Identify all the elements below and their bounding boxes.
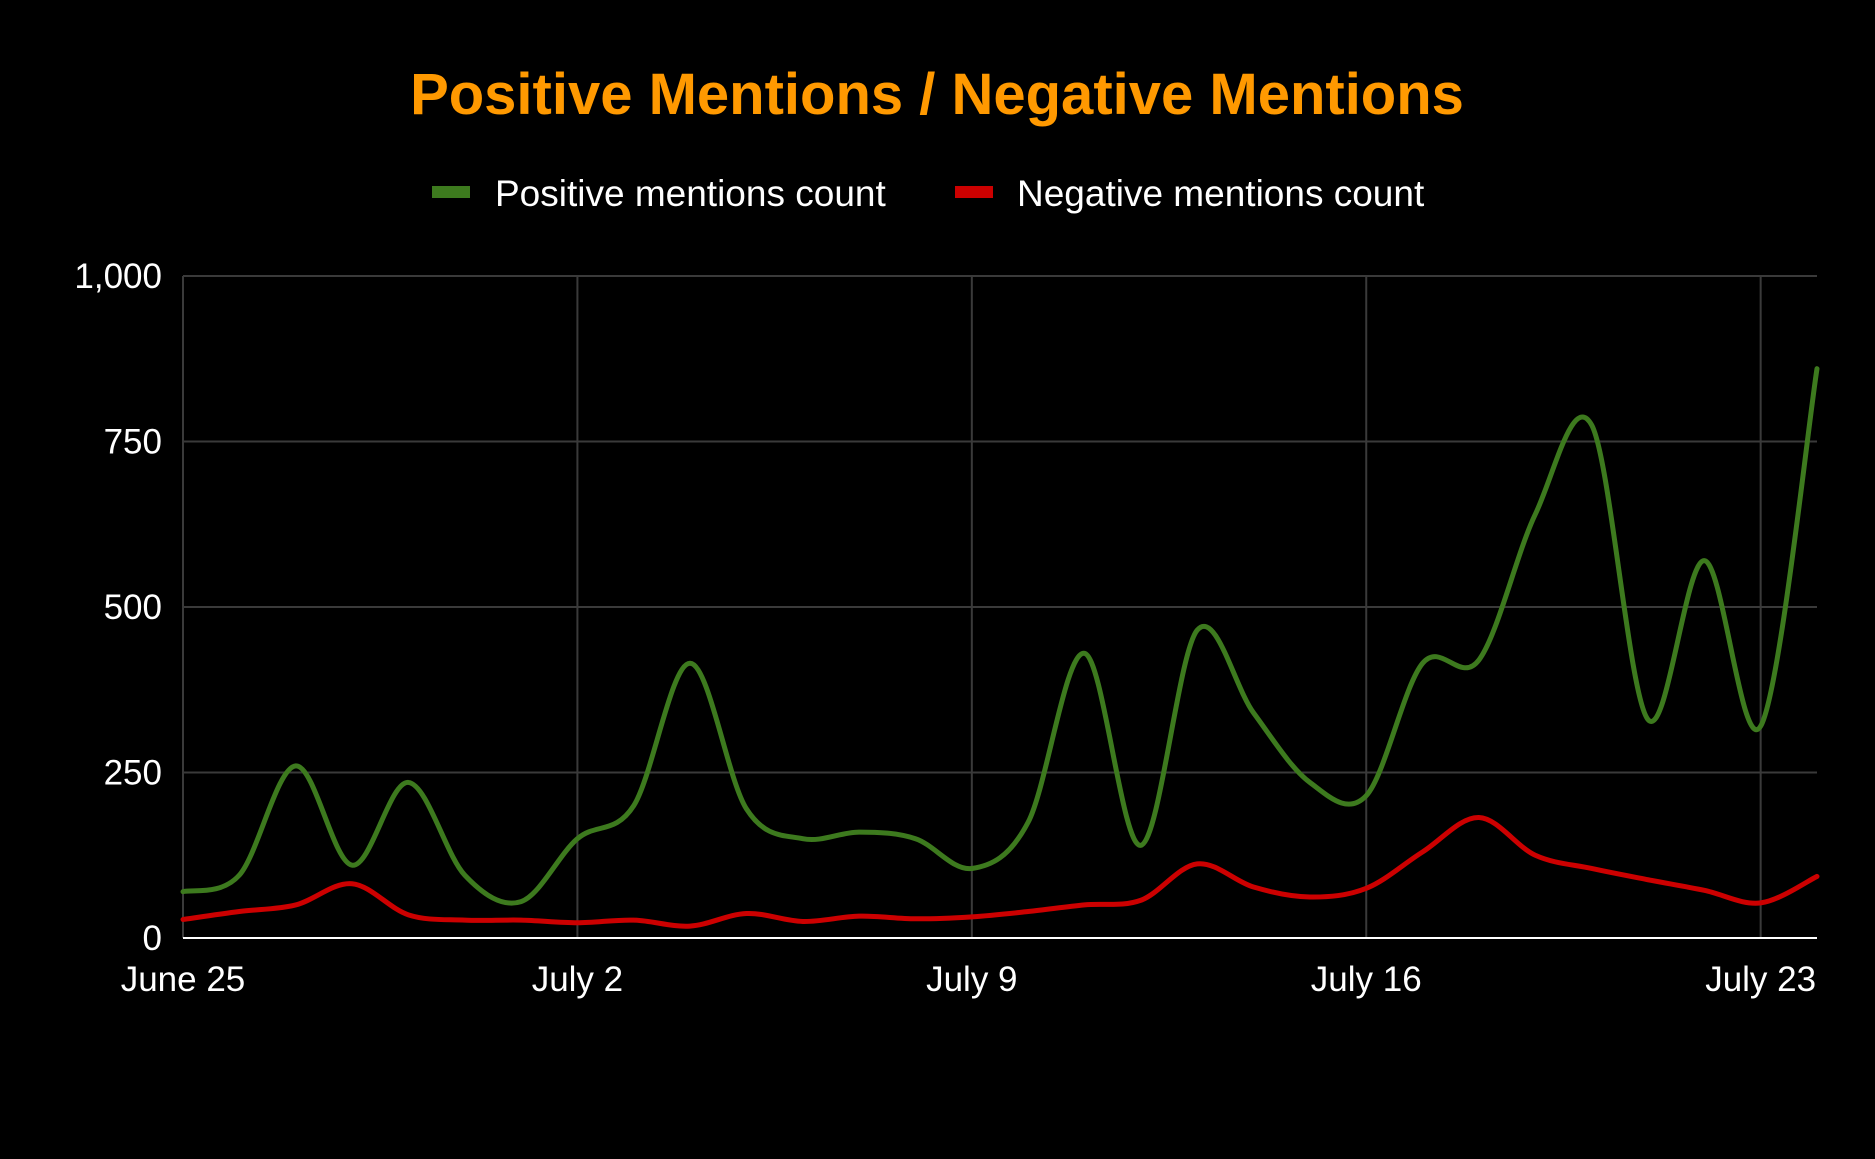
x-tick-label: July 9	[926, 960, 1017, 999]
legend-swatch-negative	[955, 186, 993, 198]
x-tick-label: July 23	[1705, 960, 1816, 999]
x-tick-label: June 25	[121, 960, 246, 999]
x-tick-label: July 2	[532, 960, 623, 999]
y-axis-ticks: 0 250 500 750 1,000	[74, 257, 162, 958]
y-tick-label: 500	[104, 588, 162, 627]
series-line-positive	[180, 366, 1820, 906]
gridlines	[182, 275, 1817, 938]
x-axis-ticks: June 25 July 2 July 9 July 16 July 23	[121, 960, 1816, 999]
chart-title: Positive Mentions / Negative Mentions	[410, 62, 1464, 127]
series-line-negative	[180, 815, 1820, 929]
y-tick-label: 250	[104, 754, 162, 793]
y-tick-label: 750	[104, 423, 162, 462]
x-tick-label: July 16	[1311, 960, 1422, 999]
legend-label-positive: Positive mentions count	[495, 173, 886, 214]
series-lines	[180, 366, 1820, 929]
y-tick-label: 0	[143, 919, 162, 958]
legend-label-negative: Negative mentions count	[1017, 173, 1425, 214]
y-tick-label: 1,000	[74, 257, 162, 296]
legend-swatch-positive	[432, 186, 470, 198]
legend: Positive mentions count Negative mention…	[432, 173, 1425, 214]
